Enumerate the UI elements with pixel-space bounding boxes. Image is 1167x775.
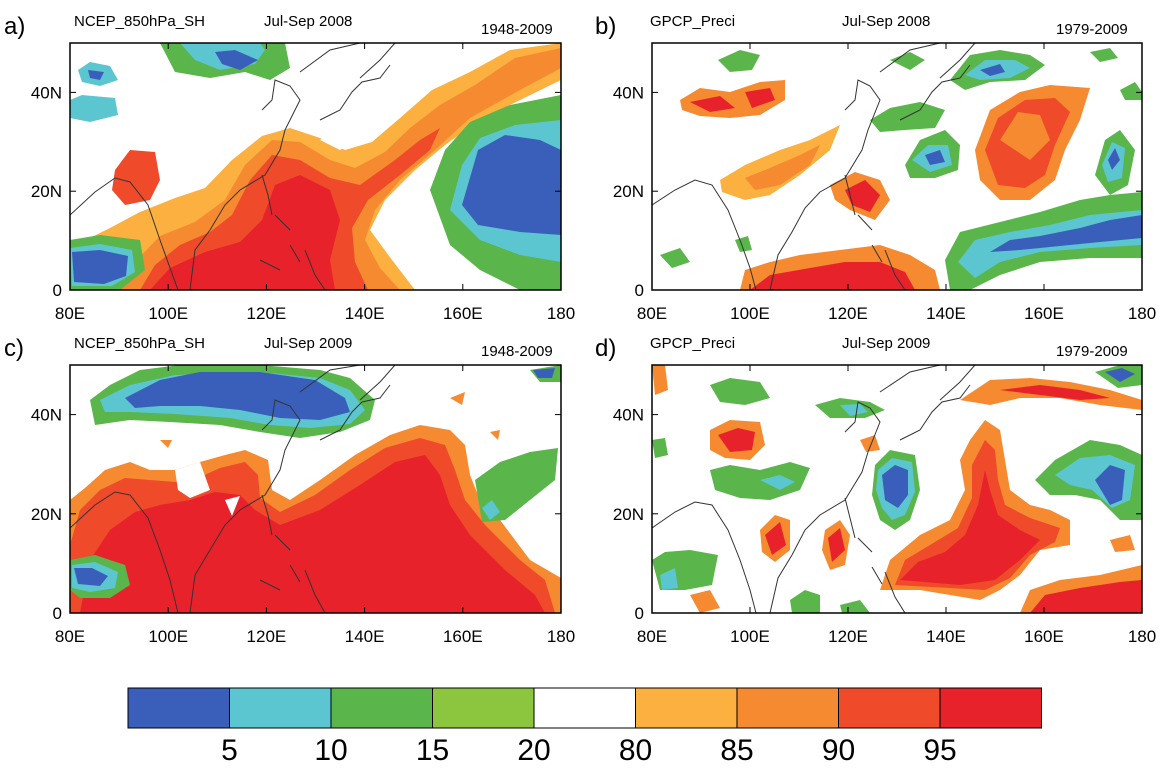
colorbar-swatch-0 [127,687,230,729]
x-tick-label-c-4: 160E [443,627,483,646]
x-tick-label-b-1: 100E [730,304,770,323]
panel-b-baseline: 1979-2009 [1056,21,1128,38]
x-tick-label-a-3: 140E [345,304,385,323]
y-tick-label-d-2: 0 [635,604,644,623]
panel-a-baseline: 1948-2009 [481,21,553,38]
panel-c-baseline: 1948-2009 [481,343,553,360]
panel-d-letter: d) [595,335,616,362]
panel-d-map [652,365,1142,613]
panel-d-period: Jul-Sep 2009 [842,335,930,352]
colorbar-label-4: 80 [619,734,652,767]
x-tick-label-c-1: 100E [148,627,188,646]
y-tick-label-a-1: 20N [31,182,62,201]
panel-d-baseline: 1979-2009 [1056,343,1128,360]
panel-b-map [652,43,1142,290]
colorbar: 5 10 15 20 80 85 90 95 [127,687,1042,767]
panel-a: a) NCEP_850hPa_SH Jul-Sep 2008 1948-2009 [4,13,575,323]
x-tick-label-b-0: 80E [637,304,667,323]
x-tick-label-d-4: 160E [1024,627,1064,646]
panel-d-ticks: 80E 100E 120E 140E 160E 180 40N 20N 0 [613,365,1156,646]
panel-a-map [70,43,561,290]
panel-a-letter: a) [4,13,25,40]
x-tick-label-a-0: 80E [55,304,85,323]
x-tick-label-b-3: 140E [926,304,966,323]
x-tick-label-b-4: 160E [1024,304,1064,323]
y-tick-label-c-1: 20N [31,505,62,524]
x-tick-label-a-1: 100E [148,304,188,323]
panel-c-ticks: 80E 100E 120E 140E 160E 180 40N 20N 0 [31,365,575,646]
panel-b-frame [651,42,1143,291]
x-tick-label-a-2: 120E [247,304,287,323]
colorbar-swatch-4 [533,687,636,729]
x-tick-label-d-5: 180 [1128,627,1156,646]
x-tick-label-a-5: 180 [547,304,575,323]
colorbar-label-3: 20 [517,734,550,767]
panel-c-letter: c) [4,335,24,362]
coastlines [652,365,976,613]
panel-d-frame [651,364,1143,614]
y-tick-label-c-2: 0 [53,604,62,623]
colorbar-label-7: 95 [923,734,956,767]
coastlines [652,43,976,290]
colorbar-label-1: 10 [314,734,347,767]
panel-b-ticks: 80E 100E 120E 140E 160E 180 40N 20N 0 [613,43,1156,323]
x-tick-label-c-3: 140E [345,627,385,646]
x-tick-label-d-2: 120E [828,627,868,646]
panel-c-frame [69,364,562,614]
y-tick-label-a-0: 40N [31,83,62,102]
panel-b-variable: GPCP_Preci [650,13,735,30]
colorbar-swatch-2 [330,687,433,729]
colorbar-label-5: 85 [720,734,753,767]
colorbar-swatch-3 [432,687,535,729]
panel-a-ticks: 80E 100E 120E 140E 160E 180 40N 20N 0 [31,43,575,323]
y-tick-label-c-0: 40N [31,406,62,425]
x-tick-label-d-3: 140E [926,627,966,646]
colorbar-swatch-7 [838,687,941,729]
coastlines [70,365,396,613]
y-tick-label-b-2: 0 [635,281,644,300]
panel-c-variable: NCEP_850hPa_SH [74,335,205,352]
panel-c-period: Jul-Sep 2009 [264,335,352,352]
colorbar-swatch-1 [229,687,332,729]
contour-india [112,150,160,205]
panel-b-letter: b) [595,13,616,40]
panel-d-variable: GPCP_Preci [650,335,735,352]
colorbar-swatch-8 [939,687,1042,729]
colorbar-label-0: 5 [221,734,238,767]
panel-a-variable: NCEP_850hPa_SH [74,13,205,30]
x-tick-label-b-5: 180 [1128,304,1156,323]
coastlines [70,43,396,290]
colorbar-label-6: 90 [822,734,855,767]
y-tick-label-b-0: 40N [613,83,644,102]
y-tick-label-d-1: 20N [613,505,644,524]
x-tick-label-a-4: 160E [443,304,483,323]
x-tick-label-c-2: 120E [247,627,287,646]
colorbar-swatch-6 [736,687,839,729]
panel-c-map [70,365,561,613]
panel-a-period: Jul-Sep 2008 [264,13,352,30]
panel-d: d) GPCP_Preci Jul-Sep 2009 1979-2009 [595,335,1156,646]
colorbar-swatch-5 [635,687,738,729]
x-tick-label-c-5: 180 [547,627,575,646]
panel-b-period: Jul-Sep 2008 [842,13,930,30]
panel-b: b) GPCP_Preci Jul-Sep 2008 1979-2009 [595,13,1156,323]
x-tick-label-d-1: 100E [730,627,770,646]
panel-c: c) NCEP_850hPa_SH Jul-Sep 2009 1948-2009… [4,335,575,646]
colorbar-label-2: 15 [416,734,449,767]
y-tick-label-d-0: 40N [613,406,644,425]
contour-95b [150,175,340,290]
panel-a-frame [69,42,562,291]
y-tick-label-a-2: 0 [53,281,62,300]
x-tick-label-b-2: 120E [828,304,868,323]
x-tick-label-c-0: 80E [55,627,85,646]
x-tick-label-d-0: 80E [637,627,667,646]
y-tick-label-b-1: 20N [613,182,644,201]
